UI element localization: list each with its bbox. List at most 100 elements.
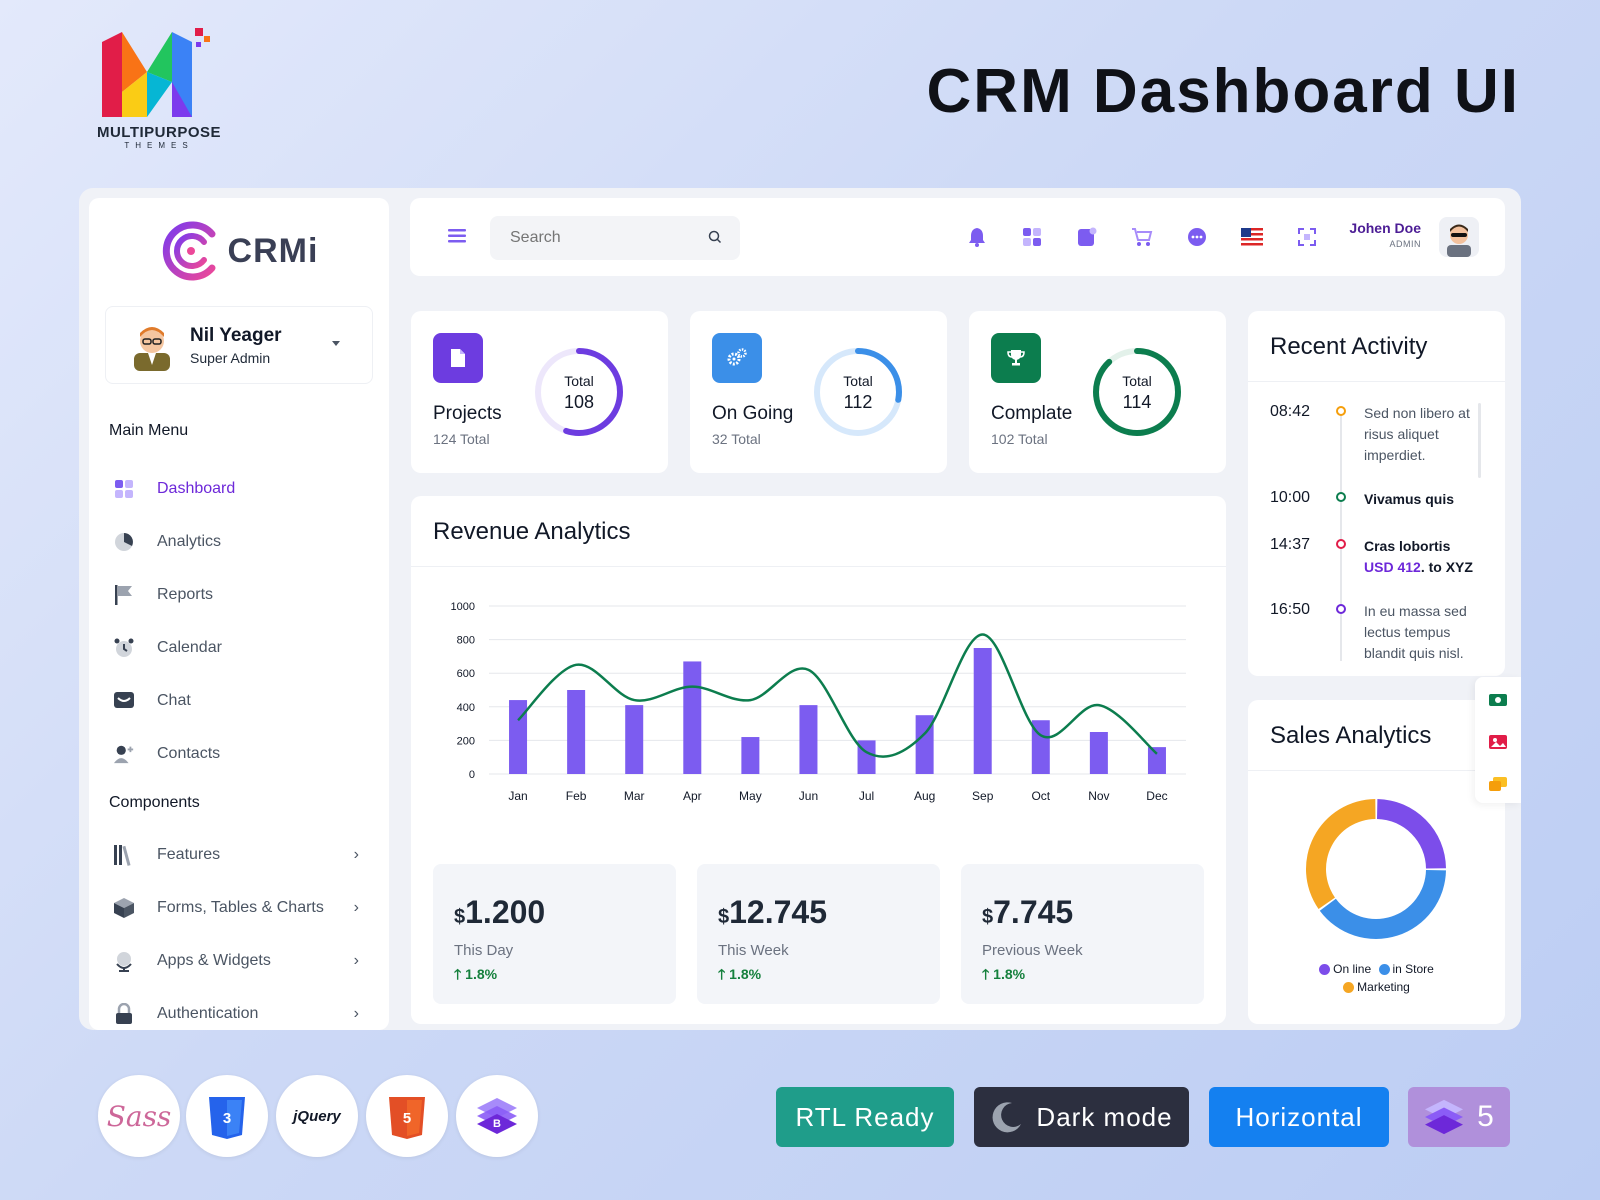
messages-icon[interactable] [1475, 765, 1521, 803]
x-tick-label: Mar [624, 789, 645, 803]
note-icon[interactable] [1076, 226, 1098, 248]
scrollbar[interactable] [1478, 403, 1481, 478]
sidebar-item-label: Forms, Tables & Charts [157, 898, 324, 916]
stat-ring: Total 114 [1090, 345, 1184, 439]
activity-text: Sed non libero at risus aliquet imperdie… [1364, 405, 1470, 463]
activity-text-main: Cras lobortis [1364, 538, 1451, 554]
chat-bubble-icon[interactable] [1186, 226, 1208, 248]
currency-symbol: $ [454, 906, 466, 928]
activity-dot [1336, 406, 1346, 416]
arrow-up-icon: 🡑 [454, 966, 466, 982]
bar-jan[interactable] [509, 700, 528, 774]
topbar: Johen Doe ADMIN [410, 198, 1505, 276]
trophy-icon [991, 333, 1041, 383]
donut-slice-in-store[interactable] [1319, 869, 1446, 939]
search-input[interactable] [490, 216, 690, 260]
cube-icon [113, 897, 135, 919]
legend-row-2: Marketing [1248, 980, 1505, 996]
legend-swatch [1378, 963, 1390, 975]
search-icon[interactable] [708, 230, 722, 244]
mini-change: 🡑 1.8% [982, 964, 1025, 988]
x-tick-label: Aug [914, 789, 935, 803]
fullscreen-icon[interactable] [1296, 226, 1318, 248]
profile-card[interactable]: Nil Yeager Super Admin [105, 306, 373, 384]
sidebar-item-apps[interactable]: Apps & Widgets › [89, 934, 389, 987]
bar-jun[interactable] [799, 705, 818, 774]
bar-apr[interactable] [683, 661, 702, 774]
money-icon[interactable] [1475, 681, 1521, 719]
image-icon[interactable] [1475, 723, 1521, 761]
ring-label: Total [564, 373, 594, 389]
y-tick-label: 600 [457, 668, 475, 680]
profile-name: Nil Yeager [190, 324, 282, 346]
bar-mar[interactable] [625, 705, 644, 774]
stat-card-projects[interactable]: Projects 124 Total Total 108 [411, 311, 668, 473]
user-name: Johen Doe [1349, 220, 1421, 236]
bar-feb[interactable] [567, 690, 586, 774]
floating-toolbar [1475, 677, 1521, 803]
y-tick-label: 400 [457, 702, 475, 714]
user-avatar[interactable] [1439, 217, 1479, 257]
x-tick-label: Jun [799, 789, 818, 803]
arrow-up-icon: 🡑 [718, 966, 730, 982]
donut-slice-marketing[interactable] [1306, 799, 1376, 910]
y-tick-label: 200 [457, 735, 475, 747]
chat-icon [113, 690, 135, 712]
sidebar-item-analytics[interactable]: Analytics [89, 515, 389, 568]
mini-change: 🡑 1.8% [454, 964, 497, 988]
ring-label: Total [843, 373, 873, 389]
bootstrap-version-badge: 5 [1408, 1087, 1510, 1147]
crmi-logo[interactable]: CRMi [89, 218, 389, 284]
css3-logo-icon: 3 [209, 1097, 245, 1139]
components-menu: Features › Forms, Tables & Charts › Apps… [89, 828, 389, 1030]
bell-icon[interactable] [966, 226, 988, 248]
ring-progress [535, 348, 623, 436]
cart-icon[interactable] [1131, 226, 1153, 248]
bar-nov[interactable] [1089, 732, 1108, 774]
legend-online[interactable]: On line [1319, 962, 1371, 976]
sidebar-item-dashboard[interactable]: Dashboard [89, 462, 389, 515]
legend-row-1: On line in Store [1248, 962, 1505, 978]
legend-marketing[interactable]: Marketing [1343, 980, 1410, 994]
sidebar-item-chat[interactable]: Chat [89, 674, 389, 727]
y-tick-label: 800 [457, 635, 475, 647]
stat-sub: 32 Total [712, 431, 761, 447]
bar-may[interactable] [741, 737, 760, 774]
activity-text: In eu massa sed lectus tempus blandit qu… [1364, 603, 1467, 661]
donut-slice-on-line[interactable] [1376, 799, 1446, 869]
books-icon [113, 844, 135, 866]
sidebar-item-forms[interactable]: Forms, Tables & Charts › [89, 881, 389, 934]
stat-ring: Total 112 [811, 345, 905, 439]
bar-dec[interactable] [1147, 747, 1166, 774]
user-menu[interactable]: Johen Doe ADMIN [1349, 220, 1421, 249]
hamburger-icon[interactable] [448, 229, 466, 243]
brand-logo: MULTIPURPOSE THEMES [94, 22, 224, 162]
activity-amount[interactable]: USD 412 [1364, 559, 1421, 575]
us-flag-icon[interactable] [1241, 226, 1263, 248]
pie-icon [113, 531, 135, 553]
change-value: 1.8% [993, 966, 1026, 982]
bar-oct[interactable] [1031, 720, 1050, 774]
chevron-right-icon: › [353, 951, 359, 969]
activity-text-tail: . to XYZ [1420, 559, 1473, 575]
sidebar-item-features[interactable]: Features › [89, 828, 389, 881]
mini-label: Previous Week [982, 942, 1083, 959]
stat-card-complate[interactable]: Complate 102 Total Total 114 [969, 311, 1226, 473]
x-tick-label: Sep [972, 789, 994, 803]
sales-title: Sales Analytics [1270, 722, 1432, 749]
legend-in-store[interactable]: in Store [1378, 962, 1434, 976]
stat-card-ongoing[interactable]: On Going 32 Total Total 112 [690, 311, 947, 473]
mini-stat-week: $12.745 This Week 🡑 1.8% [697, 864, 940, 1004]
legend-label: On line [1333, 962, 1372, 976]
divider [1248, 770, 1505, 771]
apps-icon[interactable] [1021, 226, 1043, 248]
sidebar-item-reports[interactable]: Reports [89, 568, 389, 621]
sidebar-item-calendar[interactable]: Calendar [89, 621, 389, 674]
sidebar-item-authentication[interactable]: Authentication › [89, 987, 389, 1030]
brand-name: MULTIPURPOSE [96, 124, 222, 141]
sidebar-item-contacts[interactable]: Contacts [89, 727, 389, 780]
sidebar-item-label: Dashboard [157, 479, 236, 497]
bar-sep[interactable] [973, 648, 992, 774]
caret-down-icon[interactable] [332, 341, 340, 346]
activity-text: Vivamus quis [1364, 491, 1455, 507]
